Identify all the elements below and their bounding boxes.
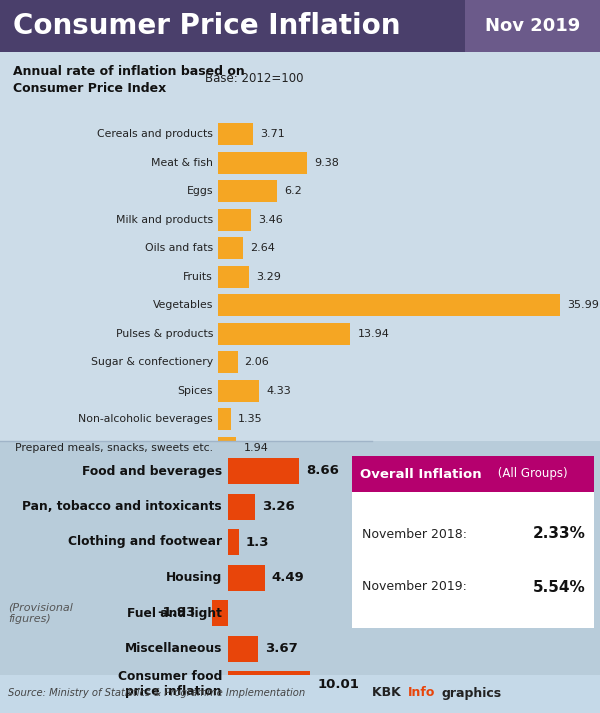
Text: Milk and products: Milk and products xyxy=(116,215,213,225)
Bar xyxy=(218,123,253,145)
Bar xyxy=(218,265,249,287)
Text: Annual rate of inflation based on
Consumer Price Index: Annual rate of inflation based on Consum… xyxy=(13,65,245,95)
Text: 3.26: 3.26 xyxy=(262,500,295,513)
Text: Consumer food
price inflation: Consumer food price inflation xyxy=(118,670,222,698)
Text: Oils and fats: Oils and fats xyxy=(145,243,213,253)
Bar xyxy=(0,0,600,52)
Bar xyxy=(218,208,251,230)
Bar xyxy=(228,493,255,520)
Bar xyxy=(228,635,258,662)
Text: 4.33: 4.33 xyxy=(266,386,291,396)
Bar xyxy=(218,379,259,401)
Text: Food and beverages: Food and beverages xyxy=(82,464,222,478)
Text: 3.71: 3.71 xyxy=(260,129,285,139)
Text: 35.99: 35.99 xyxy=(567,300,599,310)
Text: Pulses & products: Pulses & products xyxy=(116,329,213,339)
Text: 13.94: 13.94 xyxy=(358,329,389,339)
Text: Fruits: Fruits xyxy=(183,272,213,282)
Text: (Provisional
figures): (Provisional figures) xyxy=(8,602,73,624)
Text: graphics: graphics xyxy=(442,687,502,699)
Bar xyxy=(212,600,228,626)
Text: 3.29: 3.29 xyxy=(256,272,281,282)
Bar xyxy=(228,529,239,555)
Text: Prepared meals, snacks, sweets etc.: Prepared meals, snacks, sweets etc. xyxy=(15,443,213,453)
Bar xyxy=(218,322,350,344)
Text: Sugar & confectionery: Sugar & confectionery xyxy=(91,357,213,367)
Text: Overall Inflation: Overall Inflation xyxy=(360,468,482,481)
Bar xyxy=(218,180,277,202)
Bar xyxy=(0,441,372,675)
Text: 8.66: 8.66 xyxy=(306,464,339,478)
Text: 10.01: 10.01 xyxy=(317,677,359,690)
Text: (All Groups): (All Groups) xyxy=(494,468,568,481)
Bar xyxy=(0,441,600,675)
Text: KBK: KBK xyxy=(372,687,405,699)
Text: Consumer Price Inflation: Consumer Price Inflation xyxy=(13,12,401,40)
Text: 1.94: 1.94 xyxy=(244,443,268,453)
Text: 9.38: 9.38 xyxy=(314,158,339,168)
Bar xyxy=(352,456,594,492)
Text: 3.46: 3.46 xyxy=(258,215,283,225)
Text: 1.35: 1.35 xyxy=(238,414,262,424)
Bar xyxy=(0,675,600,713)
Text: November 2019:: November 2019: xyxy=(362,580,471,593)
Text: 2.64: 2.64 xyxy=(250,243,275,253)
Bar xyxy=(0,52,600,441)
Text: Source: Ministry of Statistics & Programme Implementation: Source: Ministry of Statistics & Program… xyxy=(8,688,305,698)
Text: Cereals and products: Cereals and products xyxy=(97,129,213,139)
Text: -1.93: -1.93 xyxy=(157,607,196,620)
Text: 4.49: 4.49 xyxy=(272,571,305,584)
Bar xyxy=(218,408,231,430)
Text: November 2018:: November 2018: xyxy=(362,528,471,540)
Bar xyxy=(465,0,600,52)
Text: Housing: Housing xyxy=(166,571,222,584)
Text: 2.06: 2.06 xyxy=(245,357,269,367)
Text: Base: 2012=100: Base: 2012=100 xyxy=(205,72,304,85)
Bar xyxy=(218,294,560,316)
Text: Pan, tobacco and intoxicants: Pan, tobacco and intoxicants xyxy=(22,500,222,513)
Text: Miscellaneous: Miscellaneous xyxy=(125,642,222,655)
Text: 3.67: 3.67 xyxy=(265,642,298,655)
Text: Fuel and light: Fuel and light xyxy=(127,607,222,620)
Bar xyxy=(218,351,238,373)
Bar xyxy=(218,436,236,458)
Bar xyxy=(218,151,307,173)
Bar xyxy=(218,237,243,259)
Bar xyxy=(228,671,310,697)
Text: Eggs: Eggs xyxy=(187,186,213,196)
Bar xyxy=(228,565,265,590)
Text: 1.3: 1.3 xyxy=(245,535,269,548)
Text: Spices: Spices xyxy=(178,386,213,396)
Text: Info: Info xyxy=(408,687,436,699)
Bar xyxy=(352,456,594,628)
Text: 2.33%: 2.33% xyxy=(533,526,586,541)
Text: Nov 2019: Nov 2019 xyxy=(485,17,580,35)
Text: Clothing and footwear: Clothing and footwear xyxy=(68,535,222,548)
Bar xyxy=(228,458,299,484)
Text: Vegetables: Vegetables xyxy=(152,300,213,310)
Text: 5.54%: 5.54% xyxy=(533,580,586,595)
Text: Non-alcoholic beverages: Non-alcoholic beverages xyxy=(79,414,213,424)
Text: 6.2: 6.2 xyxy=(284,186,302,196)
Text: Meat & fish: Meat & fish xyxy=(151,158,213,168)
